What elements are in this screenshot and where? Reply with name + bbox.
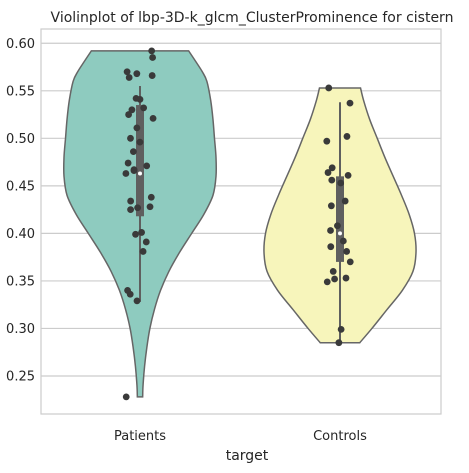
violin-patients [62,47,218,401]
y-tick-label: 0.40 [6,227,35,242]
data-point [143,162,151,170]
y-tick-label: 0.50 [6,132,35,147]
y-tick-label: 0.30 [6,322,35,337]
data-point [327,243,335,251]
data-point [328,176,336,184]
violin-controls [263,84,417,347]
data-point [134,204,142,212]
data-point [128,106,136,114]
data-point [125,111,133,118]
data-point [337,179,345,187]
y-tick-label: 0.45 [6,179,35,194]
data-point [139,248,147,255]
data-point [142,238,150,246]
data-point [323,137,331,145]
data-point [147,193,155,201]
y-tick-label: 0.55 [6,84,35,99]
data-point [123,68,131,76]
data-point [127,206,134,214]
data-point [334,222,341,230]
y-tick-label: 0.60 [6,37,35,52]
data-point [124,159,132,167]
data-point [342,274,350,282]
data-point [130,167,138,175]
chart-title: Violinplot of lbp-3D-k_glcm_ClusterPromi… [51,10,454,26]
data-point [341,197,349,205]
data-point [122,393,130,401]
data-point [132,230,139,238]
data-point [346,99,354,107]
data-point [337,326,345,333]
data-point [323,278,331,286]
data-point [339,237,347,245]
data-point [125,74,133,81]
violins [62,47,417,401]
violin-median [138,171,142,176]
data-point [140,104,148,112]
x-tick-labels: Patients Controls [114,429,367,444]
data-point [122,170,130,177]
data-point [146,203,154,211]
x-axis-label: target [226,448,269,464]
data-point [133,297,141,305]
y-tick-label: 0.35 [6,274,35,289]
data-point [327,202,335,210]
violin-median [338,231,342,236]
data-point [327,227,334,234]
data-point [148,47,156,55]
data-point [149,114,157,122]
data-point [329,268,337,275]
x-tick-label: Controls [313,429,367,444]
data-point [130,148,137,156]
y-tick-labels: 0.25 0.30 0.35 0.40 0.45 0.50 0.55 0.60 [6,37,35,385]
data-point [331,275,338,283]
data-point [126,290,134,298]
data-point [133,124,141,132]
data-point [127,134,134,142]
violin-box [336,176,344,262]
data-point [328,164,336,172]
data-point [344,172,352,179]
data-point [133,70,141,78]
violin-box [136,105,144,217]
data-point [149,54,157,61]
data-point [148,72,156,79]
data-point [325,84,333,92]
data-point [324,169,332,176]
data-point [335,339,343,347]
data-point [136,95,144,103]
data-point [127,197,135,205]
data-point [343,248,351,255]
x-tick-label: Patients [114,429,166,444]
y-tick-label: 0.25 [6,369,35,384]
data-point [346,258,354,266]
data-point [136,138,144,146]
data-point [138,229,145,236]
data-point [343,133,351,140]
